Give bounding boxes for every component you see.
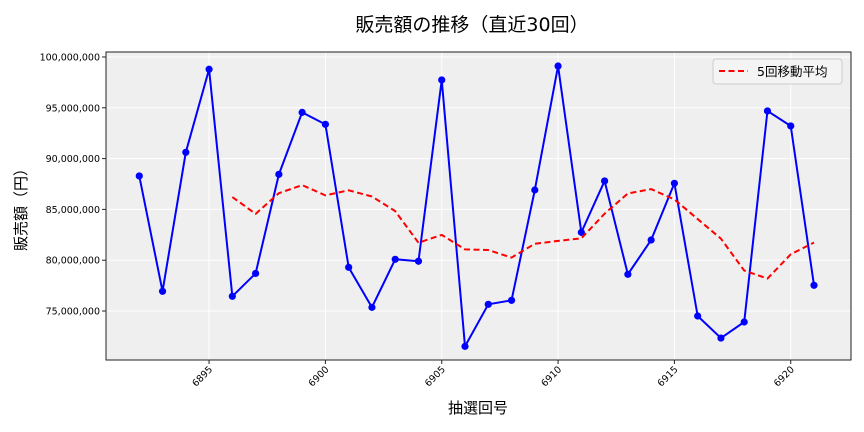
data-point-marker [577, 228, 585, 236]
x-tick-label: 6910 [539, 364, 564, 389]
data-point-marker [252, 269, 260, 278]
chart-title: 販売額の推移（直近30回） [355, 14, 588, 36]
data-point-marker [345, 263, 353, 271]
x-tick-label: 6905 [423, 364, 448, 389]
x-tick-label: 6895 [190, 364, 215, 389]
data-point-marker [670, 179, 679, 187]
data-point-marker [368, 303, 376, 311]
data-point-marker [414, 257, 423, 265]
data-point-marker [787, 122, 795, 130]
data-point-marker [647, 236, 655, 244]
data-point-marker [275, 170, 283, 178]
data-point-marker [763, 107, 772, 115]
x-axis-label: 抽選回号 [448, 399, 508, 417]
data-point-marker [205, 65, 213, 73]
data-point-marker [507, 296, 516, 304]
y-axis-ticks: 75,000,000 80,000,000 85,000,000 90,000,000… [40, 52, 106, 318]
data-series [135, 62, 818, 350]
data-point-marker [554, 62, 562, 70]
data-point-marker [624, 270, 632, 278]
data-point-marker [531, 186, 539, 194]
data-point-marker [182, 148, 190, 156]
data-point-marker [135, 172, 143, 180]
data-point-marker [810, 281, 818, 289]
data-point-marker [391, 255, 399, 263]
y-tick-label: 95,000,000 [46, 103, 100, 114]
y-axis-label: 販売額（円） [12, 161, 30, 251]
data-point-marker [298, 108, 306, 116]
data-point-marker [694, 312, 702, 320]
x-tick-label: 6920 [772, 364, 797, 389]
sales-line [138, 65, 815, 348]
x-tick-label: 6900 [307, 364, 332, 389]
y-tick-label: 75,000,000 [46, 307, 100, 318]
legend: 5回移動平均 [712, 58, 843, 85]
y-tick-label: 80,000,000 [46, 256, 100, 267]
data-point-marker [461, 342, 469, 350]
legend-box [712, 58, 843, 85]
data-point-marker [601, 177, 609, 185]
y-tick-label: 100,000,000 [40, 52, 100, 63]
x-axis-ticks: 6895 6900 6905 6910 6915 6920 [190, 360, 797, 389]
data-point-marker [228, 292, 236, 300]
y-tick-label: 90,000,000 [46, 154, 100, 165]
grid-lines [106, 52, 851, 360]
data-point-marker [158, 287, 167, 295]
data-point-marker [740, 318, 748, 326]
legend-label: 5回移動平均 [757, 64, 827, 79]
x-tick-label: 6915 [656, 364, 681, 389]
plot-frame [105, 51, 852, 361]
data-point-marker [484, 300, 492, 308]
y-tick-label: 85,000,000 [46, 205, 100, 216]
data-point-marker [438, 76, 446, 84]
plot-area [106, 52, 851, 360]
data-point-marker [321, 120, 330, 128]
moving-average-line [231, 184, 815, 280]
data-point-marker [717, 334, 725, 342]
